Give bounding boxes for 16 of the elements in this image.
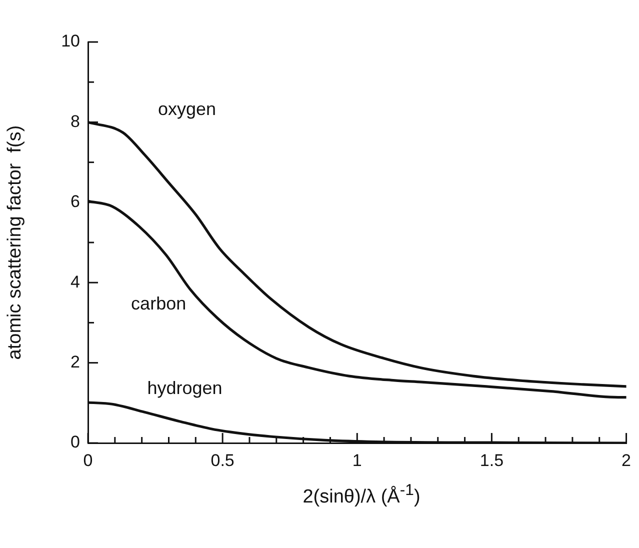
y-tick-label: 4	[70, 272, 80, 292]
x-tick-label: 0.5	[210, 450, 234, 470]
y-tick-label: 0	[70, 432, 80, 452]
x-tick-label: 1.5	[480, 450, 504, 470]
y-tick-label: 2	[70, 352, 80, 372]
x-tick-label: 0	[83, 450, 93, 470]
series-label: carbon	[131, 294, 186, 314]
series-label: oxygen	[158, 99, 216, 120]
x-axis-title: 2(sinθ)/λ (Å$^{-1}$)	[302, 482, 422, 508]
series-label: hydrogen	[147, 378, 222, 398]
y-axis-title: atomic scattering factor f(s)	[4, 125, 26, 360]
y-tick-label: 6	[70, 192, 80, 212]
x-tick-label: 2	[622, 450, 632, 470]
y-tick-label: 8	[70, 112, 80, 131]
y-tick-label: 10	[61, 32, 80, 51]
x-tick-label: 1	[352, 450, 362, 470]
